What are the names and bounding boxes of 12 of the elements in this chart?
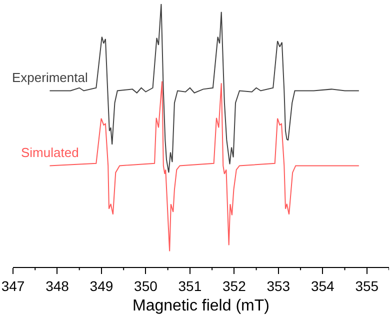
x-tick-label: 349 <box>90 278 114 294</box>
x-tick-label: 354 <box>310 278 335 294</box>
x-tick-label: 347 <box>1 278 25 294</box>
x-tick-label: 351 <box>178 278 202 294</box>
x-axis-title: Magnetic field (mT) <box>132 298 270 314</box>
x-tick-label: 352 <box>222 278 246 294</box>
series-label: Simulated <box>21 145 79 160</box>
series-label: Experimental <box>12 70 88 85</box>
x-tick-label: 353 <box>266 278 290 294</box>
x-tick-label: 355 <box>355 278 379 294</box>
x-tick-label: 348 <box>46 278 70 294</box>
x-tick-label: 350 <box>134 278 158 294</box>
